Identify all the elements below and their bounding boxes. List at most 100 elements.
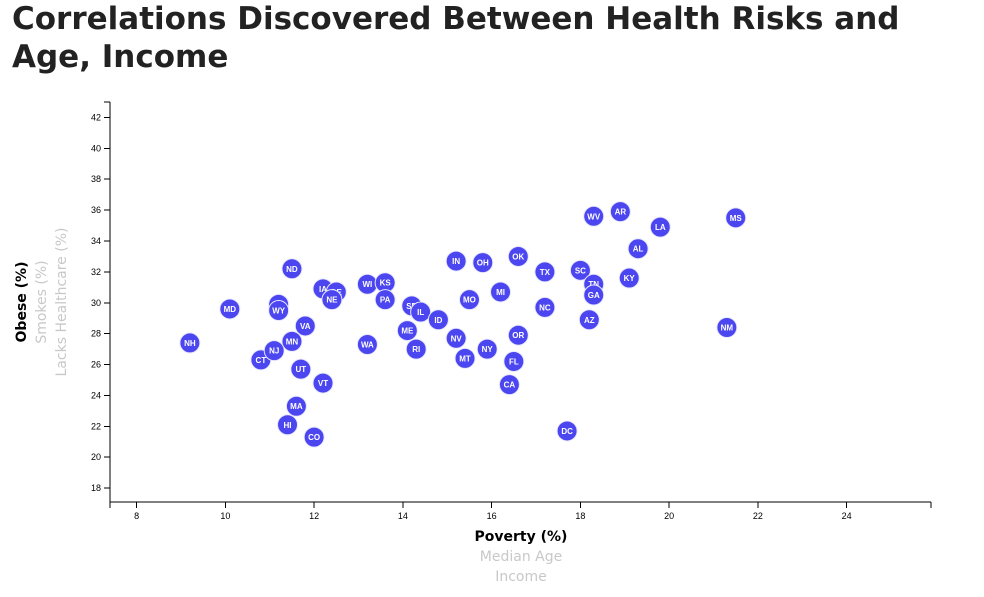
state-point-md[interactable]: MD	[219, 298, 241, 320]
state-marker[interactable]	[583, 284, 605, 306]
x-tick-label: 8	[134, 511, 139, 521]
state-marker[interactable]	[303, 426, 325, 448]
state-point-il[interactable]: IL	[410, 301, 432, 323]
state-point-ar[interactable]: AR	[609, 201, 631, 223]
state-point-ms[interactable]: MS	[725, 207, 747, 229]
state-point-ga[interactable]: GA	[583, 284, 605, 306]
state-marker[interactable]	[427, 309, 449, 331]
state-marker[interactable]	[312, 372, 334, 394]
state-marker[interactable]	[290, 358, 312, 380]
state-marker[interactable]	[454, 347, 476, 369]
state-marker[interactable]	[294, 315, 316, 337]
state-point-wa[interactable]: WA	[356, 333, 378, 355]
state-point-nm[interactable]: NM	[716, 316, 738, 338]
state-marker[interactable]	[472, 252, 494, 274]
state-marker[interactable]	[374, 289, 396, 311]
state-marker[interactable]	[476, 338, 498, 360]
state-point-hi[interactable]: HI	[277, 414, 299, 436]
state-point-mt[interactable]: MT	[454, 347, 476, 369]
state-point-ut[interactable]: UT	[290, 358, 312, 380]
state-marker[interactable]	[490, 281, 512, 303]
state-marker[interactable]	[396, 320, 418, 342]
state-marker[interactable]	[569, 259, 591, 281]
x-axis-option-1[interactable]: Median Age	[480, 549, 562, 565]
x-axis-option-2[interactable]: Income	[495, 569, 547, 585]
state-point-mn[interactable]: MN	[281, 330, 303, 352]
state-point-tx[interactable]: TX	[534, 261, 556, 283]
state-marker[interactable]	[534, 296, 556, 318]
state-point-ri[interactable]: RI	[405, 338, 427, 360]
state-point-nh[interactable]: NH	[179, 332, 201, 354]
state-marker[interactable]	[716, 316, 738, 338]
state-point-nd[interactable]: ND	[281, 258, 303, 280]
state-point-ca[interactable]: CA	[498, 374, 520, 396]
x-tick-label: 16	[487, 511, 497, 521]
state-marker[interactable]	[618, 267, 640, 289]
state-marker[interactable]	[285, 395, 307, 417]
state-marker[interactable]	[649, 216, 671, 238]
state-point-ne[interactable]: NE	[321, 289, 343, 311]
state-marker[interactable]	[356, 273, 378, 295]
state-point-wy[interactable]: WY	[268, 299, 290, 321]
state-marker[interactable]	[179, 332, 201, 354]
state-point-wv[interactable]: WV	[583, 205, 605, 227]
y-axis-labels: Obese (%) Smokes (%) Lacks Healthcare (%)	[14, 228, 70, 377]
state-marker[interactable]	[534, 261, 556, 283]
state-marker[interactable]	[507, 245, 529, 267]
state-point-dc[interactable]: DC	[556, 420, 578, 442]
state-marker[interactable]	[609, 201, 631, 223]
state-point-nv[interactable]: NV	[445, 327, 467, 349]
y-axis-option-2[interactable]: Lacks Healthcare (%)	[54, 228, 70, 377]
state-point-co[interactable]: CO	[303, 426, 325, 448]
state-marker[interactable]	[277, 414, 299, 436]
state-marker[interactable]	[498, 374, 520, 396]
y-axis: 18 20 22 24 26 28 30 32 34 36 38 40 42	[91, 101, 111, 502]
state-marker[interactable]	[445, 250, 467, 272]
state-point-me[interactable]: ME	[396, 320, 418, 342]
state-marker[interactable]	[321, 289, 343, 311]
state-marker[interactable]	[405, 338, 427, 360]
state-marker[interactable]	[507, 324, 529, 346]
state-point-nj[interactable]: NJ	[263, 340, 285, 362]
state-point-az[interactable]: AZ	[578, 309, 600, 331]
state-marker[interactable]	[445, 327, 467, 349]
state-marker[interactable]	[281, 330, 303, 352]
state-point-mi[interactable]: MI	[490, 281, 512, 303]
state-marker[interactable]	[281, 258, 303, 280]
state-point-fl[interactable]: FL	[503, 350, 525, 372]
y-axis-option-0[interactable]: Obese (%)	[14, 262, 30, 343]
y-tick-label: 34	[91, 236, 101, 246]
page-title: Correlations Discovered Between Health R…	[12, 1, 900, 75]
y-axis-option-1[interactable]: Smokes (%)	[34, 260, 50, 343]
state-marker[interactable]	[356, 333, 378, 355]
state-point-ky[interactable]: KY	[618, 267, 640, 289]
state-marker[interactable]	[578, 309, 600, 331]
state-marker[interactable]	[503, 350, 525, 372]
state-point-vt[interactable]: VT	[312, 372, 334, 394]
state-point-nc[interactable]: NC	[534, 296, 556, 318]
state-marker[interactable]	[410, 301, 432, 323]
state-point-ny[interactable]: NY	[476, 338, 498, 360]
state-point-al[interactable]: AL	[627, 238, 649, 260]
state-marker[interactable]	[263, 340, 285, 362]
state-point-pa[interactable]: PA	[374, 289, 396, 311]
state-point-id[interactable]: ID	[427, 309, 449, 331]
state-marker[interactable]	[556, 420, 578, 442]
state-point-ok[interactable]: OK	[507, 245, 529, 267]
state-marker[interactable]	[583, 205, 605, 227]
state-point-va[interactable]: VA	[294, 315, 316, 337]
state-point-in[interactable]: IN	[445, 250, 467, 272]
state-marker[interactable]	[458, 289, 480, 311]
state-point-or[interactable]: OR	[507, 324, 529, 346]
state-marker[interactable]	[219, 298, 241, 320]
x-tick-label: 20	[664, 511, 674, 521]
state-point-la[interactable]: LA	[649, 216, 671, 238]
state-marker[interactable]	[725, 207, 747, 229]
state-point-wi[interactable]: WI	[356, 273, 378, 295]
x-axis-option-0[interactable]: Poverty (%)	[475, 529, 568, 545]
state-point-oh[interactable]: OH	[472, 252, 494, 274]
state-marker[interactable]	[627, 238, 649, 260]
state-point-mo[interactable]: MO	[458, 289, 480, 311]
state-marker[interactable]	[268, 299, 290, 321]
state-point-ma[interactable]: MA	[285, 395, 307, 417]
